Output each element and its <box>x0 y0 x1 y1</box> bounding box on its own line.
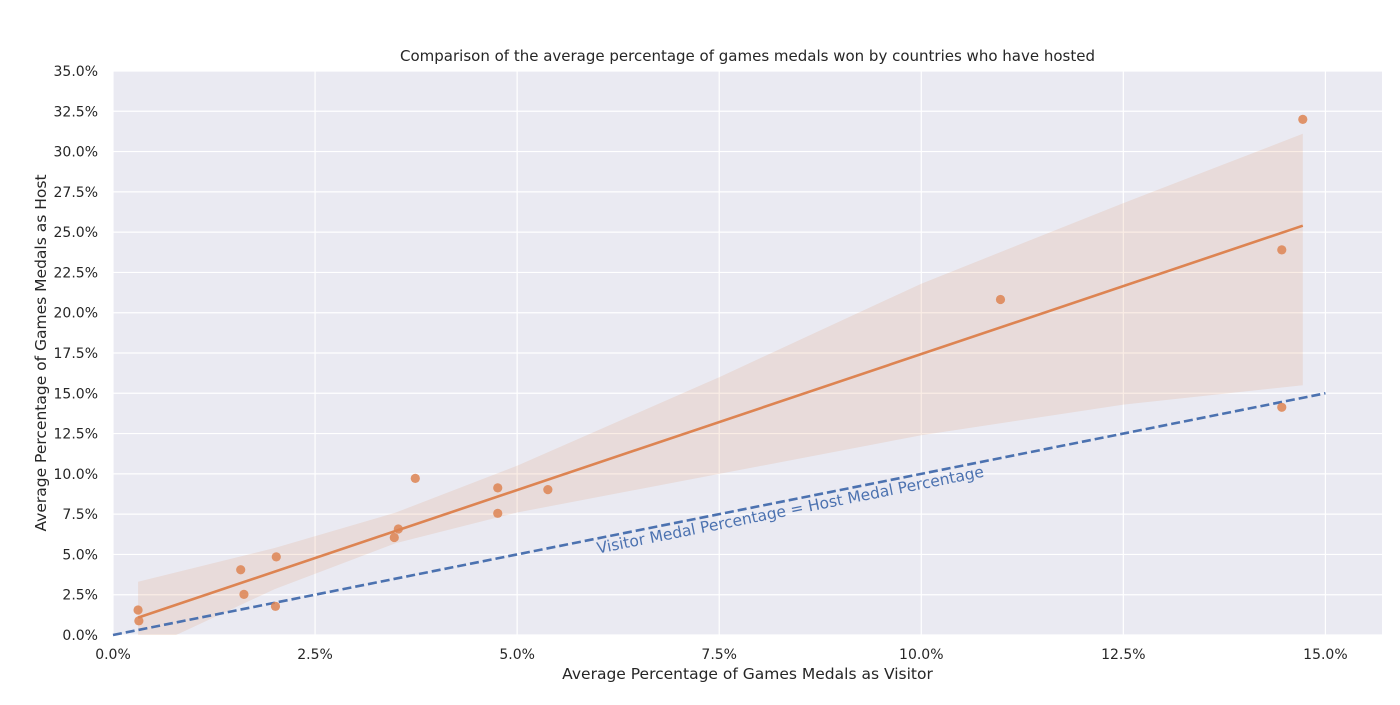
y-tick-label: 27.5% <box>54 185 98 201</box>
x-tick-label: 0.0% <box>95 647 131 663</box>
y-tick-label: 0.0% <box>62 628 98 644</box>
y-tick-label: 32.5% <box>54 104 98 120</box>
data-point <box>239 589 249 599</box>
y-tick-label: 22.5% <box>54 265 98 281</box>
reference-line <box>112 392 1326 637</box>
data-point <box>393 524 403 534</box>
y-tick-label: 17.5% <box>54 346 98 362</box>
x-tick-label: 10.0% <box>899 647 943 663</box>
y-tick-label: 2.5% <box>62 588 98 604</box>
x-tick-label: 5.0% <box>499 647 535 663</box>
data-point <box>543 485 553 495</box>
data-points <box>133 114 1308 626</box>
x-axis-ticks: 0.0% 2.5% 5.0% 7.5% 10.0% 12.5% 15.0% <box>95 647 1347 663</box>
grid-lines <box>112 70 1382 636</box>
data-point <box>493 483 503 493</box>
y-tick-label: 25.0% <box>54 225 98 241</box>
data-point <box>134 616 144 626</box>
y-tick-label: 30.0% <box>54 145 98 161</box>
y-tick-label: 35.0% <box>54 64 98 80</box>
regression-confidence-band <box>138 133 1303 635</box>
data-point <box>389 532 399 543</box>
y-tick-label: 12.5% <box>54 427 98 443</box>
x-tick-label: 12.5% <box>1101 647 1145 663</box>
y-axis-label: Average Percentage of Games Medals as Ho… <box>32 174 50 531</box>
x-tick-label: 2.5% <box>297 647 333 663</box>
data-point <box>995 294 1006 305</box>
data-point <box>270 601 281 611</box>
data-point <box>1277 402 1287 412</box>
data-point <box>271 552 281 562</box>
data-point <box>236 565 246 575</box>
data-point <box>1277 245 1287 255</box>
data-point <box>493 508 503 518</box>
data-point <box>1298 114 1308 124</box>
y-tick-label: 10.0% <box>54 467 98 483</box>
data-point <box>133 605 143 615</box>
y-tick-label: 20.0% <box>54 306 98 322</box>
x-tick-label: 7.5% <box>701 647 737 663</box>
y-tick-label: 5.0% <box>62 547 98 563</box>
y-tick-label: 15.0% <box>54 386 98 402</box>
y-tick-label: 7.5% <box>62 507 98 523</box>
x-tick-label: 15.0% <box>1303 647 1347 663</box>
y-axis-ticks: 0.0% 2.5% 5.0% 7.5% 10.0% 12.5% 15.0% 17.5% 20.0… <box>54 64 98 644</box>
regression-line <box>137 224 1304 619</box>
data-point <box>410 473 420 483</box>
x-axis-label: Average Percentage of Games Medals as Vi… <box>562 665 933 683</box>
chart-title: Comparison of the average percentage of … <box>400 47 1095 65</box>
